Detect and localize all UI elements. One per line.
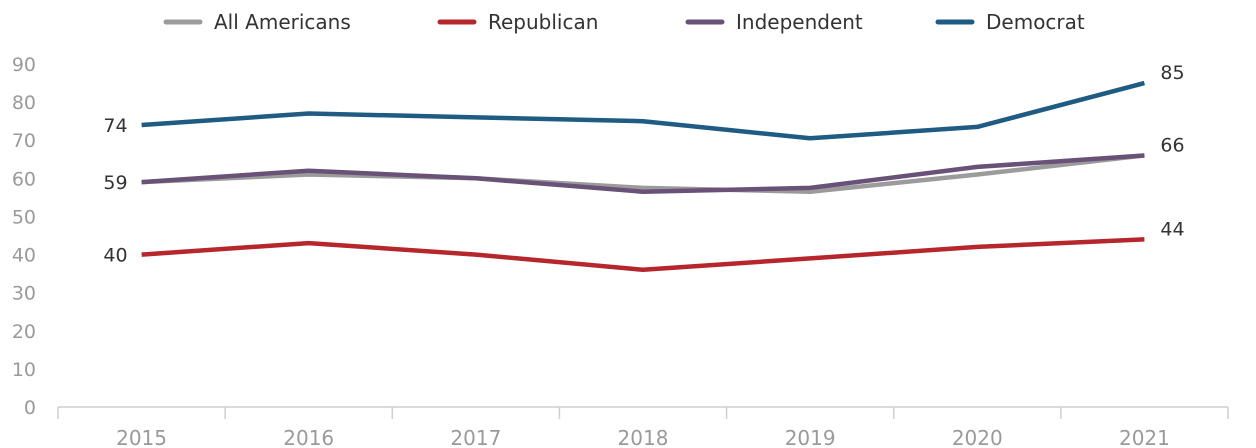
x-axis: 2015 2016 2017 2018 2019 2020 2021 <box>57 406 1229 448</box>
data-label: 74 <box>103 115 127 137</box>
legend-label: All Americans <box>214 10 351 34</box>
y-axis: 0 10 20 30 40 50 60 70 80 90 <box>12 54 36 419</box>
y-tick-label: 80 <box>12 92 36 114</box>
series-line-democrat <box>141 80 1145 141</box>
x-tick-label: 2016 <box>283 426 334 448</box>
legend-label: Independent <box>736 10 863 34</box>
data-label: 40 <box>103 245 127 267</box>
legend-item: Republican <box>437 10 598 34</box>
legend-label: Republican <box>488 10 598 34</box>
x-tick-label: 2021 <box>1119 426 1170 448</box>
y-tick-label: 10 <box>12 359 36 381</box>
x-tick-label: 2017 <box>450 426 501 448</box>
x-tick-label: 2018 <box>618 426 669 448</box>
y-tick-label: 90 <box>12 54 36 76</box>
x-tick-label: 2019 <box>785 426 836 448</box>
x-tick-label: 2015 <box>116 426 167 448</box>
data-label: 85 <box>1160 62 1184 84</box>
series-line-republican <box>141 237 1145 273</box>
legend-item: All Americans <box>163 10 351 34</box>
legend: All Americans Republican Independent Democr… <box>163 10 1085 34</box>
legend-item: Independent <box>685 10 863 34</box>
y-tick-label: 50 <box>12 206 36 228</box>
series-lines <box>141 80 1145 273</box>
series-line-independent <box>141 153 1145 194</box>
y-tick-label: 30 <box>12 283 36 305</box>
y-tick-label: 40 <box>12 245 36 267</box>
data-label: 66 <box>1160 134 1184 156</box>
y-tick-label: 70 <box>12 130 36 152</box>
y-tick-label: 60 <box>12 168 36 190</box>
data-label: 59 <box>103 172 127 194</box>
data-label: 44 <box>1160 218 1184 240</box>
x-tick-label: 2020 <box>952 426 1003 448</box>
series-line-all-americans <box>141 153 1145 194</box>
legend-item: Democrat <box>935 10 1085 34</box>
y-tick-label: 20 <box>12 321 36 343</box>
legend-label: Democrat <box>986 10 1085 34</box>
data-labels: 74 59 40 85 66 44 <box>103 62 1184 266</box>
y-tick-label: 0 <box>24 397 36 419</box>
